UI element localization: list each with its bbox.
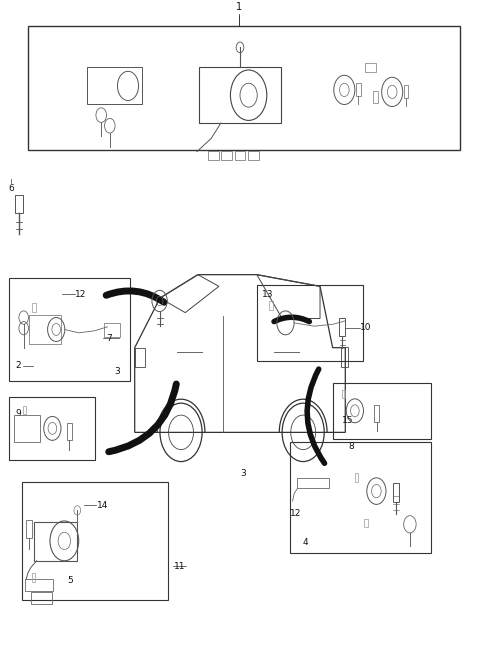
Text: 15: 15 bbox=[342, 416, 354, 425]
Bar bbox=[32, 573, 35, 582]
Text: 1: 1 bbox=[236, 1, 242, 11]
Text: 7: 7 bbox=[106, 333, 112, 343]
Bar bbox=[373, 91, 378, 103]
Bar bbox=[24, 579, 53, 591]
Bar bbox=[365, 62, 376, 72]
Bar bbox=[235, 151, 245, 160]
Bar bbox=[355, 473, 358, 482]
Bar bbox=[221, 151, 232, 160]
Text: 5: 5 bbox=[68, 576, 73, 585]
Bar bbox=[14, 196, 23, 212]
Text: 6: 6 bbox=[8, 183, 14, 193]
Bar bbox=[14, 415, 40, 442]
Bar bbox=[87, 67, 143, 104]
Bar bbox=[34, 522, 77, 561]
Bar bbox=[342, 390, 345, 398]
Bar bbox=[208, 151, 219, 160]
Bar bbox=[356, 83, 360, 96]
Bar bbox=[199, 67, 281, 123]
Bar bbox=[393, 483, 399, 502]
Text: 14: 14 bbox=[97, 501, 108, 510]
Text: 13: 13 bbox=[262, 290, 274, 299]
Bar bbox=[32, 303, 36, 312]
Bar bbox=[374, 405, 379, 422]
Text: 4: 4 bbox=[302, 538, 308, 547]
Text: 8: 8 bbox=[348, 442, 354, 452]
Bar bbox=[269, 301, 273, 310]
Text: 11: 11 bbox=[173, 562, 185, 571]
Text: 12: 12 bbox=[75, 290, 87, 299]
Bar bbox=[104, 323, 120, 337]
Text: 9: 9 bbox=[15, 409, 21, 418]
Bar bbox=[248, 151, 259, 160]
Bar bbox=[298, 478, 328, 489]
Text: 3: 3 bbox=[240, 469, 246, 478]
Text: 3: 3 bbox=[114, 367, 120, 376]
Bar bbox=[31, 592, 52, 604]
Bar bbox=[404, 85, 408, 98]
Bar bbox=[67, 423, 72, 440]
Bar bbox=[339, 318, 345, 336]
Bar bbox=[23, 406, 26, 414]
Bar bbox=[135, 348, 145, 367]
Text: 12: 12 bbox=[290, 509, 301, 518]
Text: 2: 2 bbox=[15, 362, 21, 370]
Bar bbox=[364, 519, 368, 527]
Bar bbox=[341, 347, 348, 367]
Text: 10: 10 bbox=[360, 323, 371, 332]
Bar bbox=[29, 315, 60, 344]
Bar bbox=[26, 520, 32, 538]
